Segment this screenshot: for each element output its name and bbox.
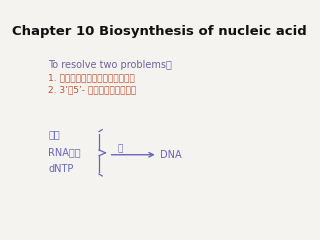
Text: DNA: DNA (160, 150, 182, 160)
Text: 酶: 酶 (117, 144, 123, 153)
Text: 2. 3’，5’- Ⓟ二酩键如何形成？: 2. 3’，5’- Ⓟ二酩键如何形成？ (48, 85, 137, 94)
Text: 1. 核苷酸序列如何保证准确无误？: 1. 核苷酸序列如何保证准确无误？ (48, 74, 135, 83)
Text: RNA引物: RNA引物 (48, 147, 81, 157)
Text: To resolve two problems：: To resolve two problems： (48, 60, 172, 70)
Text: 模板: 模板 (48, 130, 60, 140)
Text: dNTP: dNTP (48, 164, 74, 174)
Text: Chapter 10 Biosynthesis of nucleic acid: Chapter 10 Biosynthesis of nucleic acid (12, 25, 307, 38)
